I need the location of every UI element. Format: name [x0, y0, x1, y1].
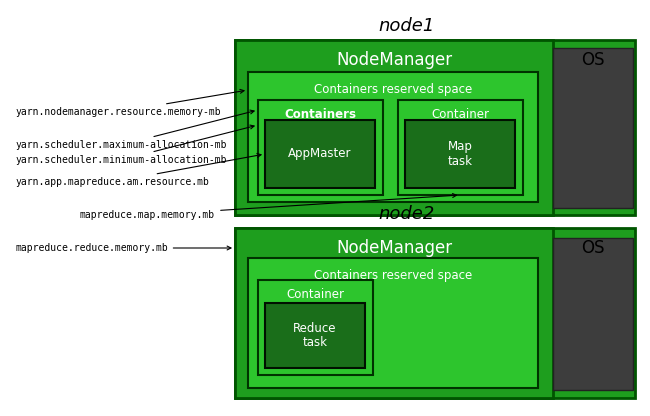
- Text: yarn.scheduler.maximum-allocation-mb: yarn.scheduler.maximum-allocation-mb: [15, 110, 254, 150]
- Bar: [265, 303, 365, 368]
- Text: Containers reserved space: Containers reserved space: [314, 270, 472, 282]
- Text: Containers: Containers: [285, 107, 356, 121]
- Text: NodeManager: NodeManager: [336, 51, 452, 69]
- Bar: [235, 228, 553, 398]
- Bar: [235, 228, 635, 398]
- Bar: [235, 40, 635, 215]
- Text: OS: OS: [581, 51, 604, 69]
- Bar: [235, 40, 553, 215]
- Text: node1: node1: [379, 17, 436, 35]
- Bar: [248, 258, 538, 388]
- Bar: [398, 100, 523, 195]
- Text: mapreduce.reduce.memory.mb: mapreduce.reduce.memory.mb: [15, 243, 231, 253]
- Text: OS: OS: [581, 239, 604, 257]
- Text: AppMaster: AppMaster: [288, 148, 352, 161]
- Text: yarn.scheduler.minimum-allocation-mb: yarn.scheduler.minimum-allocation-mb: [15, 125, 254, 165]
- Bar: [265, 120, 375, 188]
- Bar: [258, 280, 373, 375]
- Bar: [248, 72, 538, 202]
- Text: Container: Container: [287, 287, 344, 300]
- Text: yarn.app.mapreduce.am.resource.mb: yarn.app.mapreduce.am.resource.mb: [15, 154, 261, 187]
- Bar: [553, 238, 633, 390]
- Text: Reduce
task: Reduce task: [293, 322, 337, 349]
- Text: Map
task: Map task: [447, 140, 473, 168]
- Text: NodeManager: NodeManager: [336, 239, 452, 257]
- Bar: [258, 100, 383, 195]
- Text: yarn.nodemanager.resource.memory-mb: yarn.nodemanager.resource.memory-mb: [15, 89, 244, 117]
- Text: mapreduce.map.memory.mb: mapreduce.map.memory.mb: [80, 193, 456, 220]
- Bar: [405, 120, 515, 188]
- Text: Container: Container: [432, 107, 489, 121]
- Text: node2: node2: [379, 205, 436, 223]
- Bar: [553, 48, 633, 208]
- Text: Containers reserved space: Containers reserved space: [314, 84, 472, 97]
